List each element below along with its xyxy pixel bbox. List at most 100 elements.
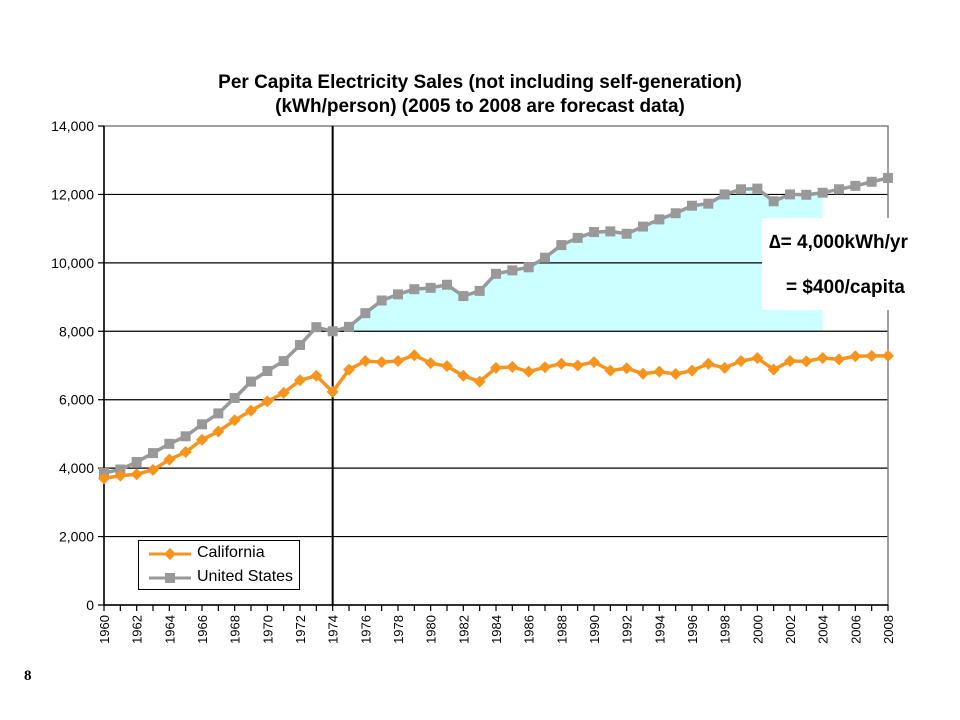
point-united-states-1990 bbox=[589, 227, 599, 238]
point-united-states-1991 bbox=[605, 226, 616, 237]
x-tick-label-1962: 1962 bbox=[130, 615, 145, 644]
point-california-1979 bbox=[408, 349, 421, 362]
point-california-2005 bbox=[833, 353, 845, 366]
legend-swatch-california bbox=[149, 548, 191, 560]
x-tick-label-1964: 1964 bbox=[162, 615, 177, 644]
point-united-states-2002 bbox=[785, 189, 795, 200]
legend-item-california: California bbox=[147, 544, 297, 564]
point-united-states-1961 bbox=[115, 464, 126, 475]
point-california-1962 bbox=[130, 468, 143, 481]
point-california-1997 bbox=[702, 357, 715, 370]
x-tick-label-1994: 1994 bbox=[652, 615, 667, 644]
point-california-1967 bbox=[212, 425, 225, 438]
x-tick-label-1988: 1988 bbox=[554, 615, 569, 644]
point-california-1971 bbox=[277, 386, 290, 399]
point-united-states-1976 bbox=[360, 308, 371, 319]
point-california-2000 bbox=[751, 351, 764, 364]
legend-label-california: California bbox=[197, 544, 265, 561]
point-california-1981 bbox=[441, 360, 453, 373]
point-california-2006 bbox=[849, 350, 862, 363]
point-united-states-1997 bbox=[703, 198, 714, 209]
point-california-1998 bbox=[718, 361, 731, 374]
point-california-1982 bbox=[457, 369, 470, 382]
point-california-1976 bbox=[359, 355, 372, 368]
x-tick-label-1984: 1984 bbox=[489, 615, 504, 644]
point-united-states-1966 bbox=[197, 419, 207, 430]
point-united-states-1963 bbox=[148, 448, 158, 459]
x-tick-label-2002: 2002 bbox=[783, 615, 798, 644]
point-united-states-1988 bbox=[556, 240, 567, 251]
point-california-1983 bbox=[473, 375, 486, 388]
x-tick-label-1966: 1966 bbox=[195, 615, 210, 644]
point-california-1999 bbox=[735, 355, 747, 368]
x-tick-label-2008: 2008 bbox=[881, 615, 896, 644]
x-tick-label-2004: 2004 bbox=[816, 615, 831, 644]
point-california-1994 bbox=[653, 365, 666, 378]
point-california-2003 bbox=[800, 355, 813, 368]
y-tick-label-14000: 14,000 bbox=[51, 118, 94, 134]
point-united-states-1973 bbox=[311, 322, 322, 333]
point-california-2001 bbox=[767, 363, 780, 376]
y-tick-label-10000: 10,000 bbox=[51, 255, 94, 271]
point-united-states-2005 bbox=[834, 184, 844, 195]
point-california-1973 bbox=[310, 369, 323, 382]
x-tick-label-1970: 1970 bbox=[260, 615, 275, 644]
x-tick-label-1996: 1996 bbox=[685, 615, 700, 644]
x-tick-label-1972: 1972 bbox=[293, 615, 308, 644]
point-united-states-1971 bbox=[278, 356, 289, 367]
point-california-1987 bbox=[539, 361, 551, 374]
point-united-states-1962 bbox=[131, 456, 142, 467]
point-united-states-1967 bbox=[213, 408, 224, 419]
point-united-states-2008 bbox=[883, 173, 893, 184]
shaded-difference-area bbox=[332, 188, 823, 332]
point-california-1996 bbox=[686, 364, 698, 377]
point-california-1975 bbox=[343, 363, 355, 376]
x-tick-label-1980: 1980 bbox=[424, 615, 439, 644]
point-california-1968 bbox=[228, 414, 241, 427]
point-united-states-1986 bbox=[523, 262, 534, 273]
x-tick-label-1976: 1976 bbox=[358, 615, 373, 644]
point-california-2004 bbox=[816, 351, 829, 364]
point-california-2002 bbox=[784, 355, 796, 368]
point-california-1992 bbox=[620, 362, 633, 375]
point-california-1984 bbox=[490, 361, 502, 374]
point-united-states-1975 bbox=[344, 321, 354, 332]
point-united-states-1993 bbox=[638, 221, 648, 232]
x-tick-label-1982: 1982 bbox=[456, 615, 471, 644]
legend-swatch-united-states bbox=[149, 573, 191, 583]
annotation-cost: = $400/capita bbox=[786, 277, 905, 298]
y-tick-label-6000: 6,000 bbox=[59, 392, 94, 408]
y-tick-label-8000: 8,000 bbox=[59, 323, 94, 339]
x-tick-label-1986: 1986 bbox=[522, 615, 537, 644]
point-united-states-2003 bbox=[801, 189, 812, 200]
y-tick-label-4000: 4,000 bbox=[59, 460, 94, 476]
legend: California United States bbox=[138, 540, 300, 590]
point-united-states-1978 bbox=[393, 289, 403, 300]
point-california-1988 bbox=[555, 357, 568, 370]
x-tick-label-1978: 1978 bbox=[391, 615, 406, 644]
y-tick-label-0: 0 bbox=[86, 597, 94, 613]
point-united-states-2007 bbox=[866, 176, 877, 187]
point-united-states-1992 bbox=[621, 228, 632, 239]
x-tick-label-1998: 1998 bbox=[718, 615, 733, 644]
point-united-states-1977 bbox=[376, 295, 387, 306]
point-california-1980 bbox=[424, 357, 437, 370]
point-california-1989 bbox=[571, 359, 584, 372]
point-united-states-1985 bbox=[507, 265, 518, 276]
legend-label-united-states: United States bbox=[197, 568, 294, 585]
legend-item-united-states: United States bbox=[147, 568, 297, 588]
annotation-delta: ∆= 4,000kWh/yr bbox=[769, 232, 908, 253]
point-california-2007 bbox=[865, 349, 878, 362]
point-california-1972 bbox=[294, 374, 306, 387]
point-california-1974 bbox=[326, 385, 339, 398]
point-california-1963 bbox=[147, 463, 159, 476]
point-united-states-1981 bbox=[442, 279, 452, 290]
x-tick-label-1974: 1974 bbox=[326, 615, 341, 644]
page-number: 8 bbox=[24, 668, 32, 684]
point-california-1995 bbox=[669, 368, 682, 381]
point-united-states-1964 bbox=[164, 438, 175, 449]
x-tick-label-1960: 1960 bbox=[97, 615, 112, 644]
point-california-1969 bbox=[245, 404, 257, 417]
